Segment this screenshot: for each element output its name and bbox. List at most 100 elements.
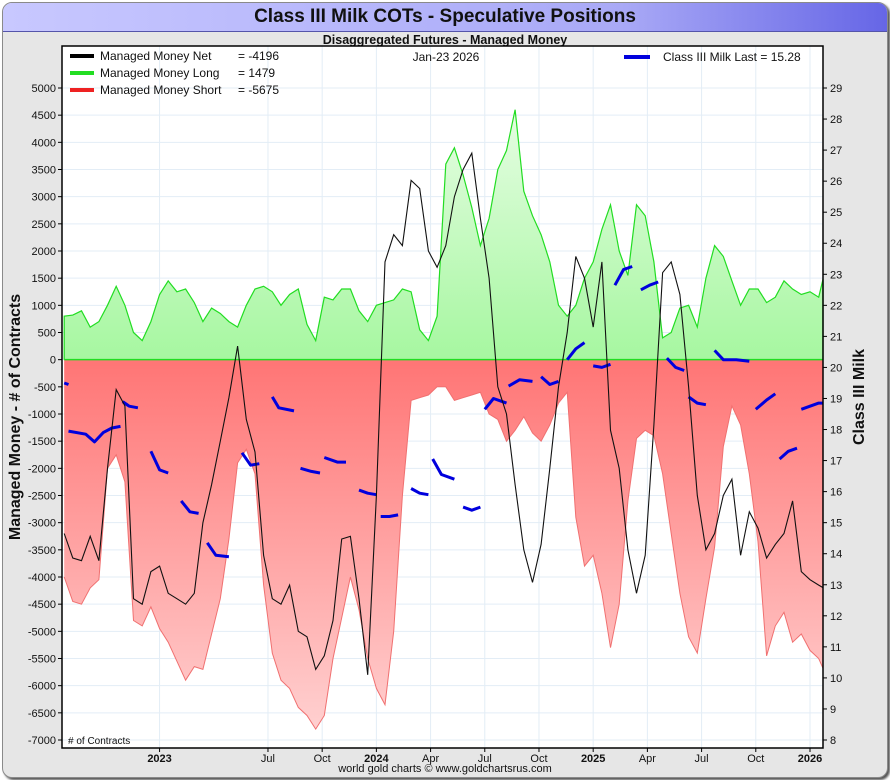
y-right-tick-label: 20	[830, 362, 842, 374]
milk-price-segment	[800, 401, 823, 411]
y-tick-label: 1500	[32, 273, 56, 285]
title-bar: Class III Milk COTs - Speculative Positi…	[3, 3, 887, 32]
y-tick-label: -500	[34, 382, 56, 394]
y-right-tick-label: 11	[830, 642, 841, 654]
y-tick-label: -1500	[28, 436, 56, 448]
y-right-tick-label: 9	[830, 704, 836, 716]
y-tick-label: 4500	[32, 110, 56, 122]
x-tick-label: Oct	[530, 753, 547, 765]
y-tick-label: -4500	[28, 599, 56, 611]
y-right-tick-label: 21	[830, 331, 842, 343]
y-axis-label-left: Managed Money - # of Contracts	[7, 293, 24, 541]
x-tick-label: Oct	[314, 753, 331, 765]
y-right-tick-label: 29	[830, 83, 842, 95]
milk-price-segment	[271, 396, 295, 413]
y-right-tick-label: 12	[830, 611, 842, 623]
milk-price-segment	[121, 400, 139, 410]
y-tick-label: -5500	[28, 654, 56, 666]
x-tick-label: Apr	[422, 753, 439, 765]
legend-label: Class III Milk Last = 15.28	[663, 50, 801, 64]
y-tick-label: 4000	[32, 137, 56, 149]
milk-price-segment	[778, 446, 798, 461]
y-tick-label: -7000	[28, 735, 56, 747]
y-tick-label: 0	[50, 355, 56, 367]
date-label: Jan-23 2026	[413, 50, 480, 64]
x-tick-label: 2023	[147, 753, 171, 765]
milk-price-segment	[462, 505, 481, 512]
y-right-tick-label: 17	[830, 456, 842, 468]
y-right-tick-label: 18	[830, 425, 842, 437]
legend-value: = 1479	[238, 66, 275, 80]
chart-subtitle: Disaggregated Futures - Managed Money	[322, 33, 568, 47]
milk-price-segment	[180, 499, 199, 515]
y-right-tick-label: 22	[830, 300, 842, 312]
milk-price-segment	[754, 392, 777, 411]
milk-price-segment	[665, 357, 685, 372]
milk-price-segment	[206, 541, 230, 559]
x-tick-label: Jul	[478, 753, 492, 765]
milk-price-segment	[566, 341, 586, 361]
y-tick-label: 1000	[32, 300, 56, 312]
legend-swatch	[70, 88, 94, 92]
y-axis-label-right: Class III Milk	[851, 348, 868, 446]
y-tick-label: -5000	[28, 626, 56, 638]
milk-price-segment	[323, 456, 346, 464]
y-tick-label: -3500	[28, 545, 56, 557]
x-tick-label: 2025	[581, 753, 605, 765]
chart-title: Class III Milk COTs - Speculative Positi…	[254, 6, 636, 27]
corner-label: # of Contracts	[68, 736, 130, 747]
x-tick-label: 2026	[798, 753, 822, 765]
y-right-tick-label: 24	[830, 238, 842, 250]
y-right-tick-label: 14	[830, 549, 842, 561]
plot-border	[61, 45, 824, 749]
legend-swatch	[624, 55, 650, 59]
legend-swatch	[70, 54, 94, 58]
legend-value: = -5675	[238, 83, 279, 97]
milk-price-segment	[540, 375, 560, 386]
y-right-tick-label: 27	[830, 145, 842, 157]
legend-label: Managed Money Short	[100, 83, 222, 97]
y-right-tick-label: 15	[830, 518, 842, 530]
milk-price-segment	[431, 458, 455, 481]
milk-price-segment	[410, 487, 429, 497]
milk-price-segment	[687, 395, 707, 407]
net-line	[63, 151, 824, 675]
legend-label: Managed Money Net	[100, 49, 212, 63]
y-right-tick-label: 10	[830, 673, 842, 685]
y-right-tick-label: 13	[830, 580, 842, 592]
milk-price-segment	[300, 466, 321, 475]
x-tick-label: Jul	[261, 753, 275, 765]
y-tick-label: -2500	[28, 491, 56, 503]
legend-label: Managed Money Long	[100, 66, 219, 80]
milk-price-segment	[713, 349, 750, 363]
milk-price-segment	[507, 378, 533, 388]
milk-price-segment	[63, 381, 69, 386]
credit-text: world gold charts © www.goldchartsrus.co…	[338, 763, 552, 775]
y-right-tick-label: 19	[830, 393, 842, 405]
long-line	[63, 109, 824, 360]
y-tick-label: -4000	[28, 572, 56, 584]
milk-price-segment	[380, 513, 399, 518]
y-right-tick-label: 26	[830, 176, 842, 188]
y-tick-label: -1000	[28, 409, 56, 421]
y-tick-label: 3500	[32, 165, 56, 177]
short-area	[64, 359, 823, 730]
y-tick-label: 2500	[32, 219, 56, 231]
y-tick-label: -6500	[28, 708, 56, 720]
y-tick-label: -2000	[28, 463, 56, 475]
y-tick-label: 5000	[32, 83, 56, 95]
y-tick-label: 3000	[32, 192, 56, 204]
x-tick-label: Apr	[639, 753, 656, 765]
y-right-tick-label: 28	[830, 114, 842, 126]
y-right-tick-label: 23	[830, 269, 842, 281]
x-tick-label: Oct	[747, 753, 764, 765]
y-right-tick-label: 8	[830, 735, 836, 747]
long-area	[64, 109, 823, 360]
x-tick-label: Jul	[695, 753, 709, 765]
y-tick-label: -3000	[28, 518, 56, 530]
milk-price-segment	[358, 488, 377, 497]
legend-value: = -4196	[238, 49, 279, 63]
milk-price-segment	[640, 280, 659, 292]
x-tick-label: 2024	[364, 753, 389, 765]
